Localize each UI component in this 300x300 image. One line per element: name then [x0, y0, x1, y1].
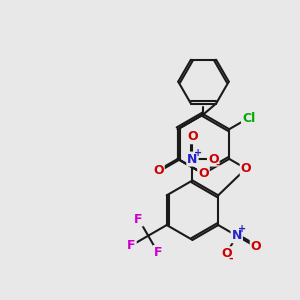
- Text: -: -: [229, 254, 233, 264]
- Text: F: F: [154, 246, 162, 259]
- Text: F: F: [127, 239, 136, 252]
- Text: O: O: [208, 153, 219, 166]
- Text: N: N: [187, 153, 198, 166]
- Text: O: O: [241, 162, 251, 175]
- Text: O: O: [187, 130, 198, 143]
- Text: -: -: [215, 159, 220, 170]
- Text: +: +: [194, 148, 202, 158]
- Text: O: O: [221, 247, 232, 260]
- Text: O: O: [153, 164, 164, 177]
- Text: N: N: [232, 229, 242, 242]
- Text: F: F: [134, 212, 143, 226]
- Text: O: O: [198, 167, 209, 180]
- Text: O: O: [251, 240, 261, 254]
- Text: +: +: [238, 224, 246, 234]
- Text: Cl: Cl: [242, 112, 255, 124]
